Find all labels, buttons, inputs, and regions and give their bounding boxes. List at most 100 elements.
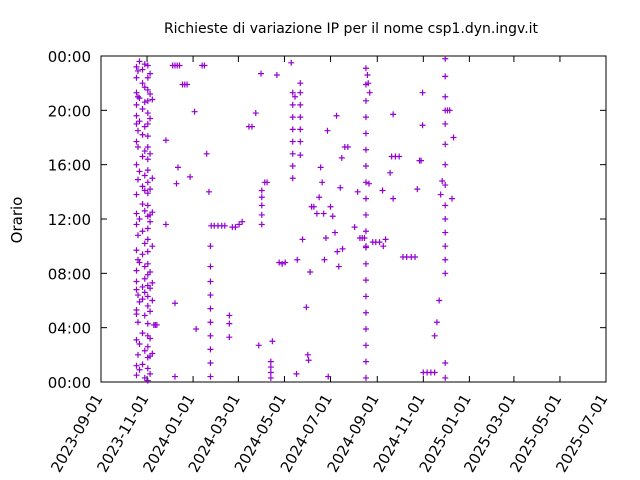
data-point — [184, 81, 191, 88]
data-point — [144, 110, 151, 117]
data-point — [144, 74, 151, 81]
data-point — [136, 259, 143, 266]
data-point — [267, 364, 274, 371]
data-point — [144, 144, 151, 151]
data-point — [226, 312, 233, 319]
data-point — [366, 89, 373, 96]
data-point — [144, 156, 151, 163]
data-point — [276, 259, 283, 266]
data-point — [144, 190, 151, 197]
data-point — [207, 346, 214, 353]
data-point — [419, 89, 426, 96]
data-point — [362, 293, 369, 300]
data-point — [258, 221, 265, 228]
data-point — [147, 335, 154, 342]
data-point — [267, 369, 274, 376]
data-point — [258, 194, 265, 201]
data-point — [289, 150, 296, 157]
data-point — [442, 216, 449, 222]
data-point — [362, 374, 369, 381]
data-point — [297, 80, 304, 87]
data-point — [442, 229, 449, 236]
data-point — [133, 362, 140, 369]
data-point — [134, 319, 141, 326]
data-point — [139, 228, 146, 235]
data-point — [141, 347, 148, 354]
data-point — [362, 326, 369, 333]
data-point — [133, 63, 140, 70]
data-point — [141, 240, 148, 247]
data-point — [134, 176, 141, 183]
data-point — [289, 101, 296, 108]
data-point — [191, 108, 198, 115]
y-axis-label: Orario — [8, 197, 26, 244]
data-point — [335, 263, 342, 270]
data-point — [339, 245, 346, 252]
data-point — [144, 293, 151, 300]
data-point — [144, 320, 151, 327]
data-point — [144, 302, 151, 309]
data-point — [418, 157, 425, 164]
data-point — [361, 235, 368, 242]
data-point — [239, 218, 246, 225]
data-point — [149, 209, 156, 216]
data-point — [144, 120, 151, 127]
data-point — [334, 248, 341, 255]
data-point — [324, 127, 331, 134]
data-point — [289, 163, 296, 170]
data-point — [291, 93, 298, 100]
data-point — [187, 173, 194, 180]
data-point — [162, 137, 169, 144]
plot-axes — [100, 55, 607, 383]
data-point — [337, 184, 344, 191]
data-point — [379, 187, 386, 194]
data-point — [174, 164, 181, 171]
data-point — [419, 122, 426, 129]
data-point — [136, 168, 143, 175]
data-point — [307, 268, 314, 275]
data-point — [431, 332, 438, 339]
data-point — [320, 210, 327, 217]
data-point — [362, 146, 369, 153]
data-point — [141, 148, 148, 155]
data-point — [267, 358, 274, 365]
data-point — [362, 277, 369, 284]
data-point — [162, 221, 169, 228]
data-point — [289, 138, 296, 145]
data-point — [141, 61, 148, 68]
data-point — [362, 97, 369, 104]
data-point — [207, 292, 214, 299]
data-point — [264, 179, 271, 186]
data-point — [279, 260, 286, 267]
data-point — [305, 357, 312, 364]
data-point — [207, 359, 214, 366]
data-point — [136, 298, 143, 305]
data-point — [134, 144, 141, 151]
data-point — [139, 201, 146, 208]
data-point — [133, 112, 140, 119]
data-point — [139, 296, 146, 303]
data-point — [133, 307, 140, 314]
data-point — [226, 320, 233, 327]
data-point — [133, 161, 140, 168]
data-point — [316, 194, 323, 201]
data-point — [136, 216, 143, 222]
data-point — [147, 370, 154, 377]
data-point — [141, 207, 148, 214]
data-point — [147, 218, 154, 225]
data-point — [144, 167, 151, 174]
data-point — [144, 133, 151, 140]
data-point — [442, 182, 449, 189]
data-point — [258, 211, 265, 218]
data-point — [133, 267, 140, 274]
data-point — [431, 369, 438, 376]
data-point — [133, 210, 140, 217]
data-point — [144, 343, 151, 350]
data-point — [303, 304, 310, 311]
data-point — [321, 256, 328, 263]
data-point — [449, 195, 456, 202]
data-point — [436, 297, 443, 304]
data-point — [319, 179, 326, 186]
data-point — [442, 256, 449, 263]
